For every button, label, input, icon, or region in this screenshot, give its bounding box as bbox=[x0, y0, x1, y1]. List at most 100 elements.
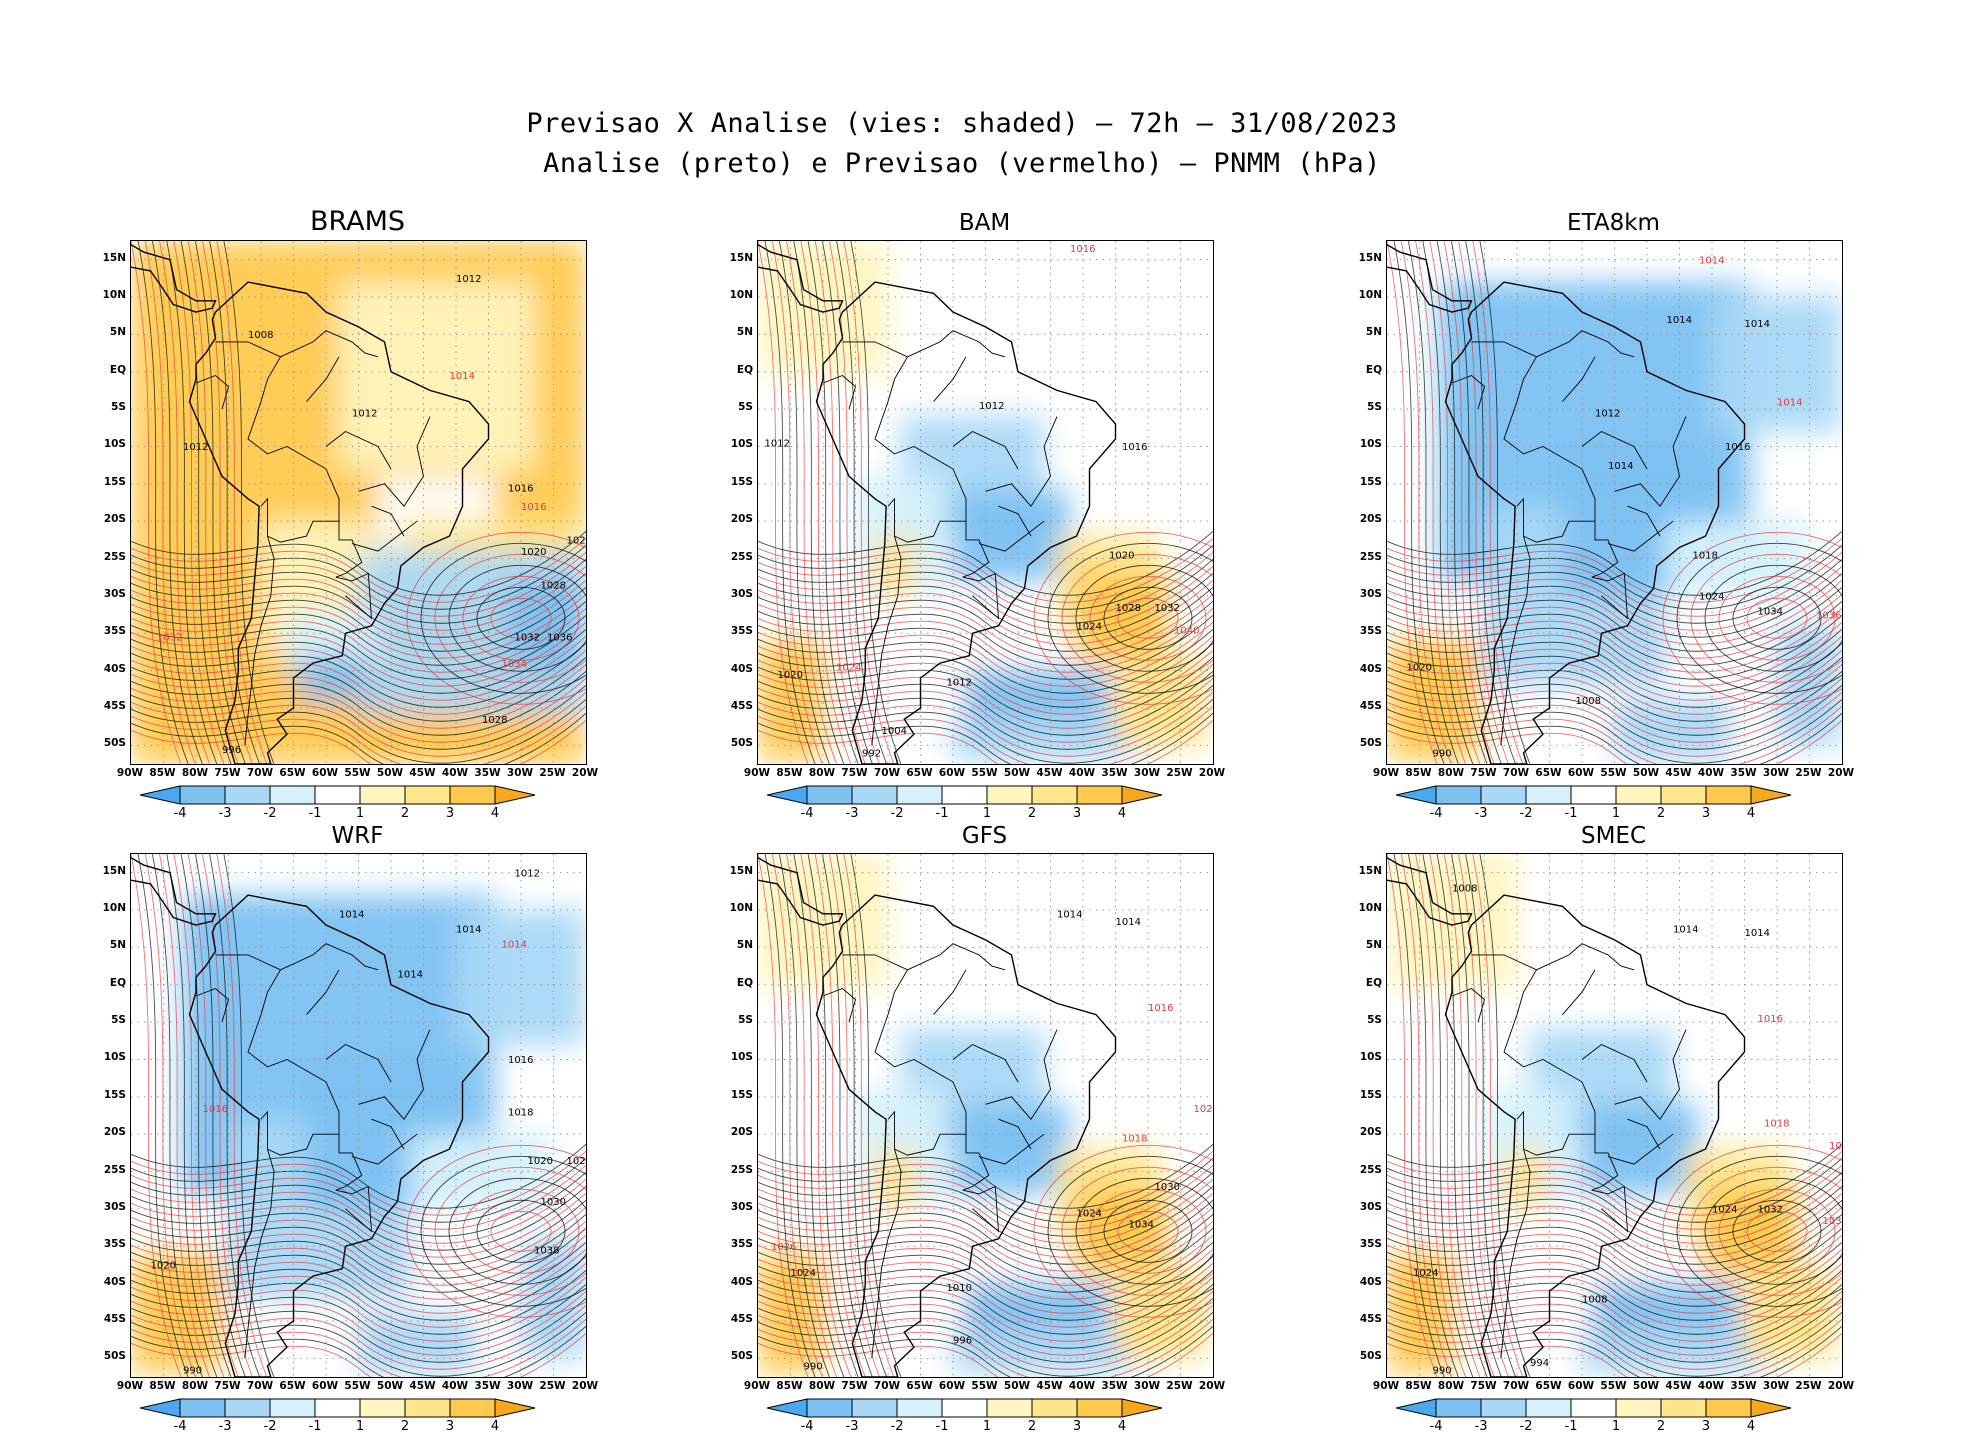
country-border bbox=[1500, 535, 1531, 746]
panel-gfs: GFS 1014 1014 1016 1020 1018 1024 1030 1034 1026… bbox=[627, 823, 1227, 1434]
analysis-isobar bbox=[1436, 241, 1488, 764]
analysis-isobar bbox=[758, 642, 1213, 708]
longitude-tick-label: 80W bbox=[1437, 767, 1465, 779]
analysis-isobar bbox=[758, 1199, 1213, 1265]
latitude-tick-label: 5S bbox=[738, 401, 753, 414]
forecast-isobar bbox=[202, 854, 253, 1377]
longitude-tick-label: 40W bbox=[1068, 1380, 1096, 1392]
forecast-isobar bbox=[758, 1178, 1213, 1244]
analysis-isobar bbox=[764, 854, 816, 1377]
isobar-value-label: 1014 bbox=[456, 924, 481, 935]
forecast-isobar bbox=[1400, 854, 1452, 1377]
colorbar-segment bbox=[1660, 1398, 1707, 1418]
analysis-isobar bbox=[131, 614, 586, 680]
analysis-isobar bbox=[758, 1171, 1213, 1237]
analysis-isobar bbox=[758, 1185, 1213, 1251]
forecast-isobar bbox=[1387, 607, 1842, 673]
forecast-isobar bbox=[1429, 854, 1481, 1377]
longitude-tick-label: 20W bbox=[1198, 767, 1226, 779]
forecast-isobar bbox=[786, 854, 838, 1377]
forecast-isobar bbox=[131, 579, 586, 645]
country-border bbox=[978, 520, 1045, 552]
colorbar-tick-label: -2 bbox=[263, 806, 277, 821]
isobar-value-label: 1014 bbox=[339, 910, 364, 921]
country-border bbox=[887, 1110, 966, 1156]
latitude-tick-label: 5S bbox=[111, 401, 126, 414]
colorbar-arrow-high bbox=[1121, 785, 1163, 805]
country-border bbox=[1591, 1134, 1619, 1191]
longitude-tick-label: 75W bbox=[841, 767, 868, 779]
colorbar-segment bbox=[896, 785, 943, 805]
isobar-labels: 1012 1014 1014 1014 1016 1018 1020 1024 1030 1038… bbox=[151, 868, 587, 1376]
analysis-isobar bbox=[1047, 542, 1213, 694]
analysis-isobar bbox=[476, 1199, 566, 1263]
analysis-isobar bbox=[807, 854, 859, 1377]
country-border bbox=[280, 330, 379, 358]
isobar-value-label: 1016 bbox=[1725, 442, 1750, 453]
latitude-tick-label: 5N bbox=[109, 326, 126, 339]
country-border bbox=[985, 1029, 1058, 1120]
isobar-value-label: 1012 bbox=[352, 409, 377, 420]
country-border bbox=[1614, 1029, 1687, 1120]
analysis-isobar bbox=[131, 586, 586, 652]
colorbar-tick-label: -4 bbox=[800, 1419, 814, 1434]
longitude-tick-label: 35W bbox=[1730, 767, 1757, 779]
analysis-isobar bbox=[180, 241, 232, 764]
latitude-tick-label: 30S bbox=[1359, 587, 1382, 600]
analysis-isobar bbox=[166, 854, 218, 1377]
longitude-tick-label: 80W bbox=[181, 767, 209, 779]
colorbar-segment bbox=[1435, 785, 1482, 805]
analysis-isobar bbox=[1422, 241, 1474, 764]
pressure-map: 1008 1014 1014 1016 1018 1024 1024 1032 1036 1024… bbox=[1387, 854, 1842, 1377]
latitude-tick-label: 35S bbox=[103, 1238, 126, 1251]
country-border bbox=[280, 943, 379, 971]
colorbar-tick-label: -2 bbox=[263, 1419, 277, 1434]
analysis-isobar bbox=[850, 241, 902, 764]
longitude-tick-label: 45W bbox=[1036, 1380, 1063, 1392]
isobar-value-label: 1020 bbox=[151, 1261, 176, 1272]
longitude-tick-label: 35W bbox=[474, 1380, 501, 1392]
forecast-isobar bbox=[462, 575, 580, 661]
colorbar-tick-label: 1 bbox=[1611, 806, 1621, 821]
forecast-isobar bbox=[771, 854, 823, 1377]
colorbar-arrow-low bbox=[140, 1398, 181, 1418]
latitude-tick-label: 35S bbox=[1359, 1238, 1382, 1251]
country-border bbox=[351, 520, 418, 552]
country-border bbox=[325, 430, 392, 470]
longitude-tick-label: 65W bbox=[279, 767, 306, 779]
forecast-isobar bbox=[131, 1262, 586, 1328]
analysis-isobar bbox=[131, 684, 586, 750]
forecast-isobar bbox=[131, 705, 586, 764]
forecast-isobar bbox=[159, 854, 211, 1377]
analysis-isobar bbox=[1387, 572, 1842, 638]
analysis-isobar bbox=[131, 558, 586, 624]
colorbar-tick-label: -1 bbox=[308, 806, 322, 821]
analysis-isobar bbox=[1387, 1213, 1842, 1279]
isobar-value-label: 1024 bbox=[1699, 592, 1724, 603]
forecast-isobar bbox=[1429, 241, 1481, 764]
analysis-isobar bbox=[1465, 854, 1517, 1377]
latitude-tick-label: 30S bbox=[103, 587, 126, 600]
longitude-tick-label: 85W bbox=[1405, 767, 1432, 779]
isobars bbox=[1387, 241, 1842, 764]
analysis-isobar bbox=[151, 854, 203, 1377]
bias-colorbar bbox=[140, 785, 536, 805]
forecast-isobar bbox=[829, 854, 880, 1377]
colorbar-segment bbox=[1076, 1398, 1123, 1418]
longitude-tick-label: 20W bbox=[571, 767, 599, 779]
map-frame: 1008 1014 1014 1016 1018 1024 1024 1032 1036 1024… bbox=[1386, 853, 1843, 1378]
graticule bbox=[758, 854, 1213, 1377]
isobar-value-label: 1016 bbox=[203, 1104, 228, 1115]
country-border bbox=[335, 521, 363, 578]
latitude-tick-label: 40S bbox=[103, 662, 126, 675]
analysis-isobar bbox=[778, 854, 830, 1377]
longitude-tick-label: 30W bbox=[1133, 767, 1161, 779]
forecast-isobar bbox=[800, 854, 852, 1377]
longitude-tick-label: 65W bbox=[906, 1380, 933, 1392]
country-border bbox=[874, 1014, 967, 1135]
forecast-isobar bbox=[1400, 241, 1452, 764]
forecast-isobar bbox=[1472, 241, 1524, 764]
longitude-tick-label: 60W bbox=[311, 1380, 339, 1392]
isobar-value-label: 1024 bbox=[1077, 622, 1102, 633]
colorbar-segment bbox=[449, 785, 496, 805]
